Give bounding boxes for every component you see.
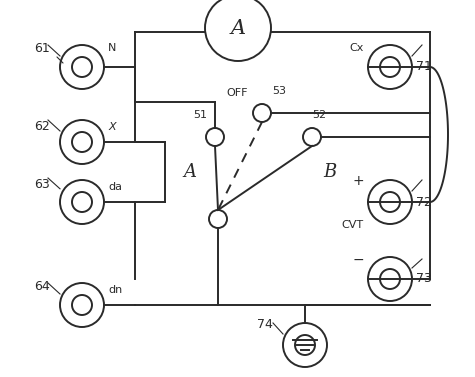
Text: −: −	[352, 253, 364, 267]
Text: 62: 62	[34, 121, 50, 133]
Text: CVT: CVT	[342, 220, 364, 230]
Text: OFF: OFF	[227, 88, 248, 98]
Circle shape	[209, 210, 227, 228]
Text: A: A	[183, 163, 197, 181]
Text: +: +	[352, 174, 364, 188]
Circle shape	[60, 180, 104, 224]
Text: 52: 52	[312, 110, 326, 120]
Text: A: A	[230, 18, 246, 37]
Circle shape	[368, 257, 412, 301]
Text: 53: 53	[272, 86, 286, 96]
Text: 63: 63	[34, 178, 50, 190]
Text: dn: dn	[108, 285, 122, 295]
Text: N: N	[108, 43, 116, 53]
Text: 73: 73	[416, 273, 432, 285]
Circle shape	[60, 45, 104, 89]
Text: 51: 51	[193, 110, 207, 120]
Text: 61: 61	[34, 43, 50, 55]
Text: 71: 71	[416, 60, 432, 74]
Text: X: X	[108, 122, 115, 132]
Text: 72: 72	[416, 196, 432, 208]
Circle shape	[283, 323, 327, 367]
Circle shape	[303, 128, 321, 146]
Text: da: da	[108, 182, 122, 192]
Circle shape	[60, 120, 104, 164]
Circle shape	[253, 104, 271, 122]
Text: B: B	[323, 163, 337, 181]
Text: Cx: Cx	[350, 43, 364, 53]
Circle shape	[60, 283, 104, 327]
Circle shape	[206, 128, 224, 146]
Circle shape	[205, 0, 271, 61]
Circle shape	[368, 180, 412, 224]
Circle shape	[368, 45, 412, 89]
Text: 74: 74	[257, 319, 273, 331]
Text: 64: 64	[34, 280, 50, 294]
